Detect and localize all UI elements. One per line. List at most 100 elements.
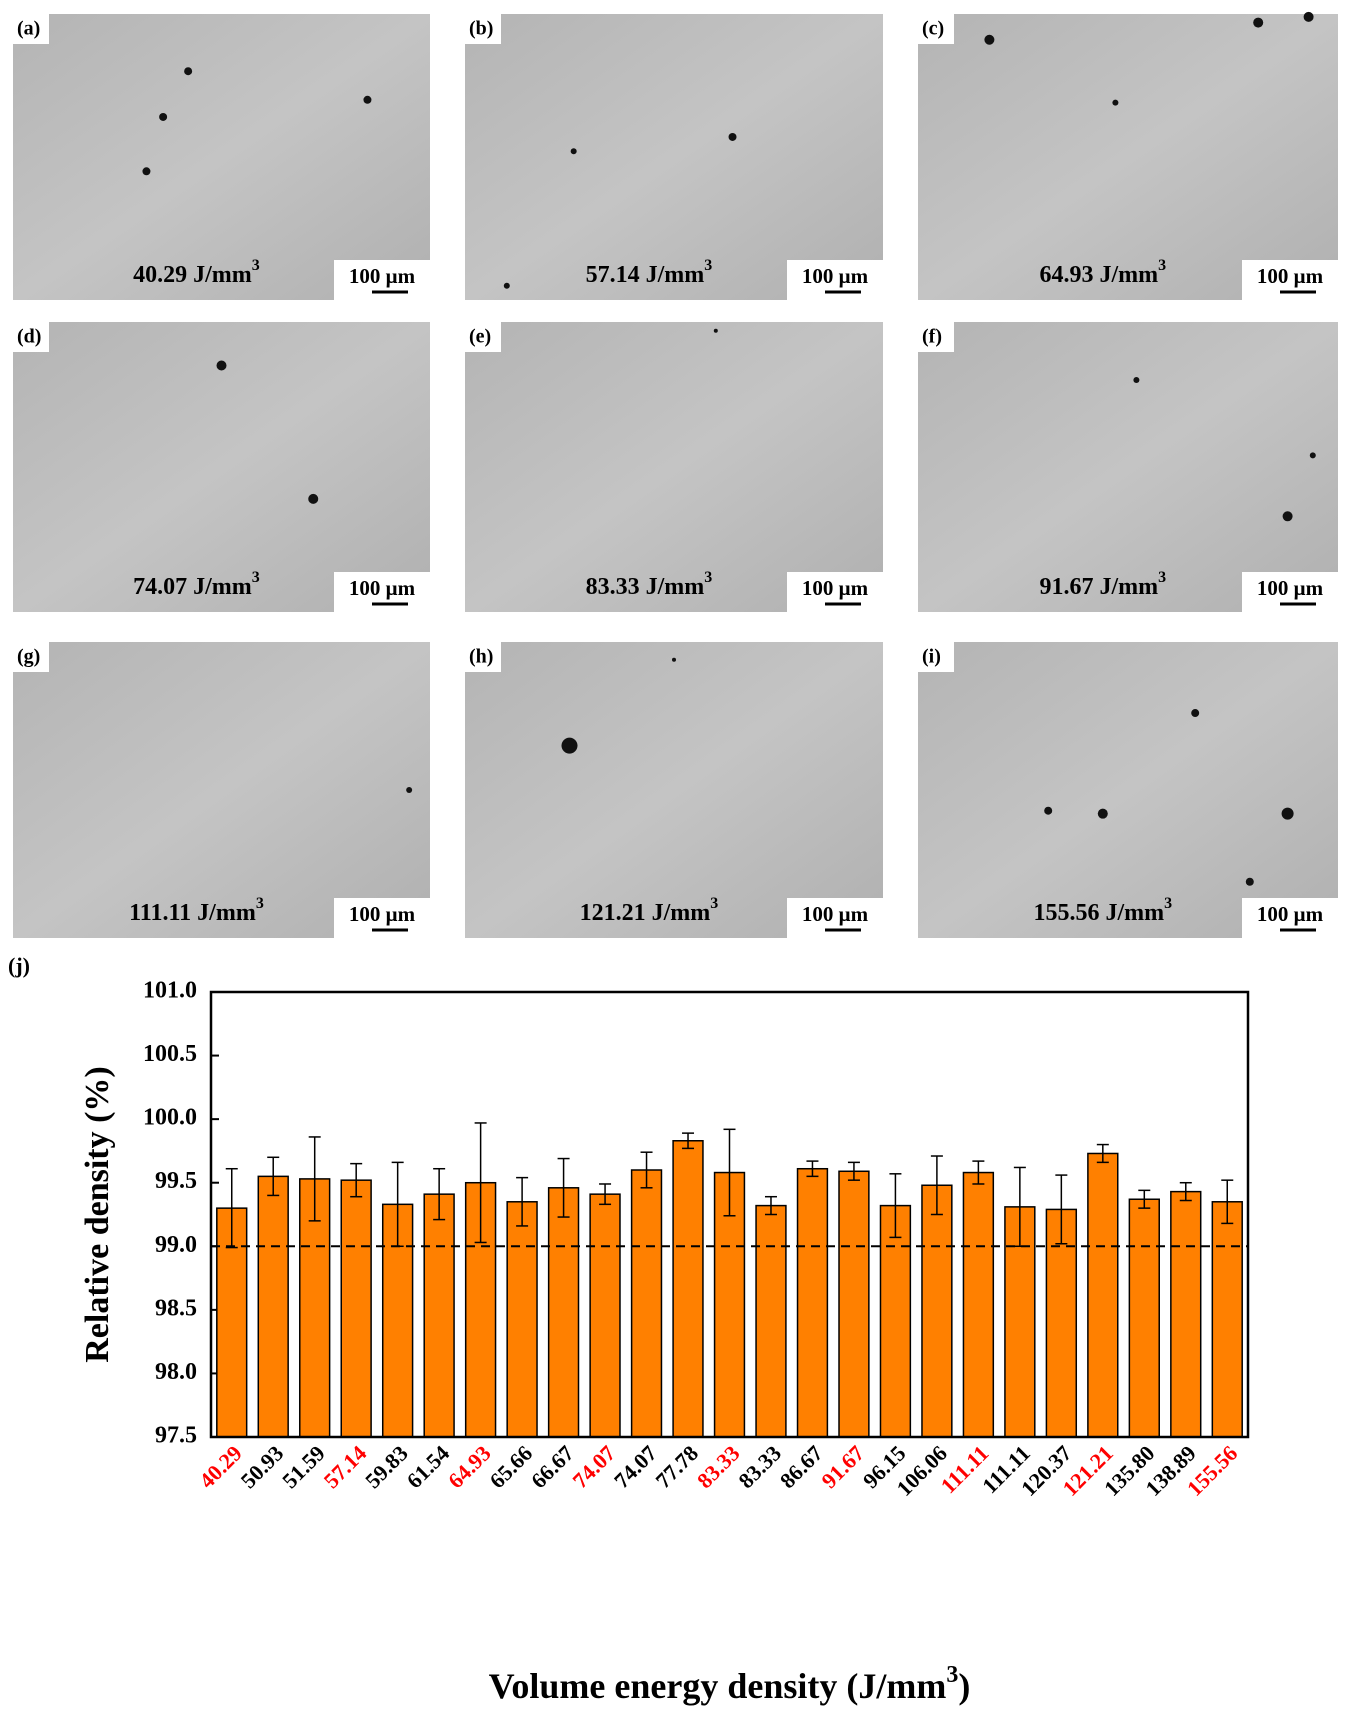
pore — [728, 132, 737, 141]
bar — [962, 1171, 995, 1438]
tag-box — [13, 642, 49, 672]
tag-box — [465, 14, 501, 44]
energy-value: 64.93 J/mm — [1039, 262, 1158, 288]
panel-tag: (b) — [469, 18, 493, 40]
x-tick-label: 40.29 — [194, 1440, 247, 1493]
energy-label: 155.56 J/mm3 — [1033, 895, 1172, 926]
pore — [184, 67, 193, 76]
x-tick-label: 66.67 — [526, 1440, 579, 1493]
tag-box — [918, 642, 954, 672]
energy-sup: 3 — [1158, 257, 1166, 274]
pore — [1253, 17, 1264, 28]
bar — [879, 1204, 912, 1438]
scale-label: 100 μm — [349, 264, 416, 288]
pore — [1282, 511, 1293, 522]
micrograph — [465, 14, 883, 300]
pore — [1281, 807, 1294, 820]
x-tick-label: 61.54 — [402, 1440, 455, 1493]
bar — [589, 1193, 621, 1438]
energy-sup: 3 — [252, 569, 260, 586]
energy-value: 40.29 J/mm — [133, 262, 252, 288]
y-tick-label: 98.5 — [155, 1295, 197, 1321]
energy-label: 83.33 J/mm3 — [586, 569, 713, 600]
y-tick-label: 97.5 — [155, 1423, 197, 1449]
panel-tag: (h) — [469, 646, 493, 668]
pore — [713, 328, 718, 333]
panel-tag: (i) — [922, 646, 941, 668]
x-tick-label: 65.66 — [485, 1440, 538, 1493]
x-tick-label: 57.14 — [319, 1440, 372, 1493]
bar — [299, 1178, 331, 1438]
tag-box — [13, 14, 49, 44]
energy-sup: 3 — [704, 257, 712, 274]
x-tick-label: 74.07 — [567, 1440, 620, 1493]
tag-box — [918, 14, 954, 44]
energy-value: 74.07 J/mm — [133, 574, 252, 600]
y-tick-label: 100.5 — [143, 1041, 197, 1067]
x-tick-label: 83.33 — [733, 1440, 786, 1493]
energy-sup: 3 — [1158, 569, 1166, 586]
bar — [1211, 1201, 1243, 1438]
scale-label: 100 μm — [1257, 902, 1324, 926]
scale-label: 100 μm — [802, 576, 869, 600]
x-tick-label: 83.33 — [692, 1440, 745, 1493]
energy-label: 121.21 J/mm3 — [580, 895, 719, 926]
energy-sup: 3 — [710, 895, 718, 912]
pore — [216, 360, 227, 371]
y-tick-label: 100.0 — [143, 1105, 197, 1131]
scale-label: 100 μm — [349, 576, 416, 600]
pore — [1191, 709, 1200, 718]
energy-value: 83.33 J/mm — [586, 574, 705, 600]
energy-label: 111.11 J/mm3 — [129, 895, 264, 926]
y-tick-label: 101.0 — [143, 978, 197, 1004]
micrograph — [918, 14, 1338, 300]
panel-tag: (g) — [17, 646, 40, 668]
scale-label: 100 μm — [802, 902, 869, 926]
scale-label: 100 μm — [349, 902, 416, 926]
bar — [1170, 1190, 1202, 1438]
bar — [921, 1184, 953, 1438]
pore — [1133, 377, 1140, 383]
x-tick-label: 74.07 — [609, 1440, 662, 1493]
y-tick-label: 99.0 — [155, 1232, 197, 1258]
y-tick-label: 98.0 — [155, 1359, 197, 1385]
pore — [503, 282, 510, 289]
bar — [423, 1193, 455, 1438]
pore — [308, 493, 319, 504]
micrograph — [13, 642, 430, 938]
panel-tag: (a) — [17, 18, 40, 40]
tag-box — [465, 322, 501, 352]
x-tick-label: 91.67 — [816, 1440, 869, 1493]
x-tick-label: 51.59 — [277, 1440, 330, 1493]
x-tick-label: 77.78 — [650, 1440, 703, 1493]
energy-value: 111.11 J/mm — [129, 900, 256, 926]
pore — [1112, 99, 1119, 106]
bar — [796, 1167, 829, 1438]
pore — [159, 112, 168, 121]
energy-sup: 3 — [256, 895, 264, 912]
micrograph — [918, 322, 1338, 612]
bar — [672, 1140, 704, 1438]
pore — [570, 148, 577, 155]
pore — [363, 95, 372, 104]
pore — [406, 787, 413, 793]
pore — [142, 167, 151, 176]
tag-box — [13, 322, 49, 352]
tag-box — [465, 642, 501, 672]
bar — [1087, 1152, 1119, 1438]
energy-label: 57.14 J/mm3 — [586, 257, 713, 288]
bar — [340, 1179, 372, 1438]
bar — [838, 1170, 870, 1438]
energy-value: 155.56 J/mm — [1033, 900, 1164, 926]
bar — [630, 1169, 663, 1438]
pore — [561, 737, 578, 754]
x-tick-label: 50.93 — [236, 1440, 289, 1493]
x-title-end: ) — [958, 1666, 970, 1706]
scale-label: 100 μm — [1257, 264, 1324, 288]
bar — [1128, 1198, 1160, 1438]
pore — [1309, 452, 1316, 459]
energy-value: 121.21 J/mm — [580, 900, 711, 926]
plot-frame — [209, 990, 1250, 1439]
x-tick-label: 86.67 — [775, 1440, 828, 1493]
